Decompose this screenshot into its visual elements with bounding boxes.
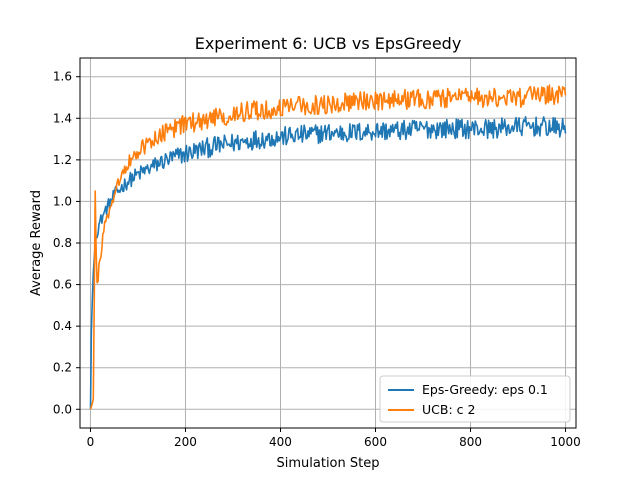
series-line-1: [89, 116, 567, 410]
x-tick-label: 200: [174, 435, 197, 449]
x-tick-label: 0: [87, 435, 95, 449]
chart-title: Experiment 6: UCB vs EpsGreedy: [195, 34, 462, 53]
y-tick-label: 1.6: [53, 70, 72, 84]
y-tick-label: 0.0: [53, 402, 72, 416]
series-line-2: [89, 84, 567, 410]
y-tick-label: 0.4: [53, 319, 72, 333]
x-tick-label: 600: [364, 435, 387, 449]
y-tick-label: 1.2: [53, 153, 72, 167]
y-axis-label: Average Reward: [29, 190, 44, 296]
y-tick-label: 1.4: [53, 111, 72, 125]
ticks: 0 200 400 600 800 1000 0.0 0.2 0.4 0.6 0.8 1.0 1.2 1.…: [53, 70, 581, 449]
legend-label: UCB: c 2: [422, 402, 475, 417]
x-tick-label: 1000: [550, 435, 581, 449]
y-tick-label: 0.2: [53, 361, 72, 375]
x-axis-label: Simulation Step: [277, 456, 380, 471]
y-tick-label: 0.8: [53, 236, 72, 250]
x-tick-label: 400: [269, 435, 292, 449]
series-layer: [89, 84, 567, 410]
y-tick-label: 0.6: [53, 278, 72, 292]
legend: Eps-Greedy: eps 0.1 UCB: c 2: [379, 375, 571, 423]
legend-box: [379, 375, 571, 423]
legend-label: Eps-Greedy: eps 0.1: [422, 382, 548, 397]
x-tick-label: 800: [459, 435, 482, 449]
grid: [80, 58, 576, 428]
y-tick-label: 1.0: [53, 194, 72, 208]
